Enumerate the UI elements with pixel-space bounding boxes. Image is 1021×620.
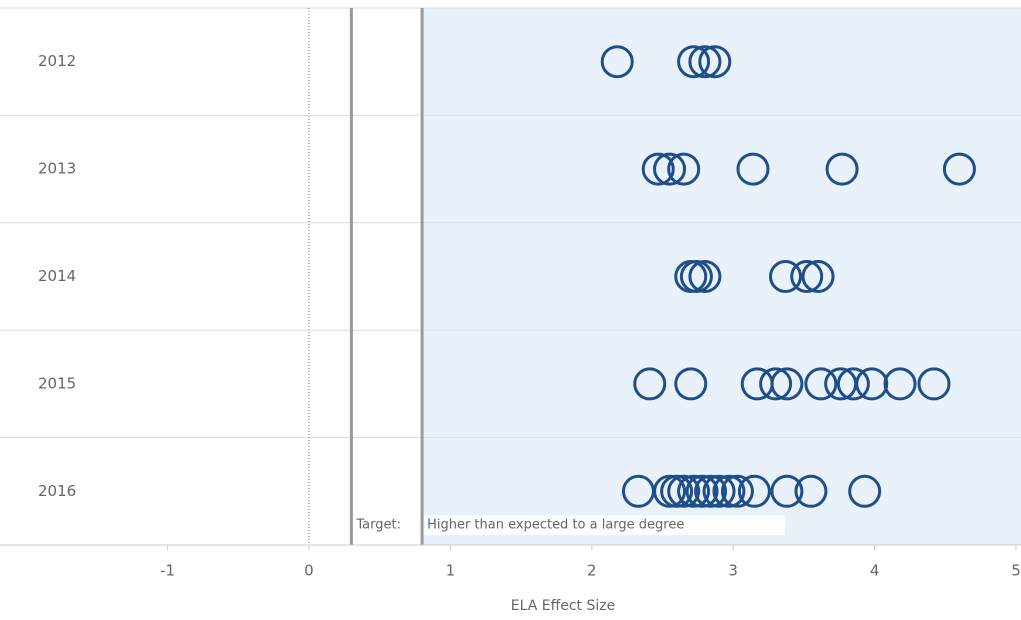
y-tick-label: 2012 [38, 52, 76, 70]
dot [855, 367, 889, 401]
dot [677, 45, 711, 79]
y-tick-label: 2016 [38, 482, 76, 500]
dot [600, 45, 634, 79]
dot [660, 474, 694, 508]
x-tick-label: 1 [446, 562, 456, 580]
plot-area: Target: Higher than expected to a large d… [0, 7, 1021, 580]
dot [633, 367, 667, 401]
x-tick-label: -1 [160, 562, 175, 580]
dot [653, 474, 687, 508]
dot [712, 474, 746, 508]
x-tick-label: 0 [304, 562, 314, 580]
dot [679, 260, 713, 293]
x-tick-label: 3 [728, 562, 738, 580]
dot [688, 260, 722, 293]
y-tick-label: 2014 [38, 267, 76, 285]
dot [667, 152, 701, 186]
reference-label-bg [425, 515, 786, 535]
dot [674, 367, 708, 401]
y-tick-label: 2015 [38, 374, 76, 392]
dot [685, 474, 719, 508]
dot [641, 152, 675, 186]
dot [790, 260, 824, 293]
reference-label-bg [354, 515, 425, 535]
dot [883, 367, 917, 401]
dot [702, 474, 736, 508]
x-tick-label: 5 [1011, 562, 1021, 580]
dot [917, 367, 951, 401]
dot [720, 474, 754, 508]
dot [794, 474, 828, 508]
reference-label: Target: [355, 518, 401, 533]
dot [667, 474, 701, 508]
dot [836, 367, 870, 401]
dot [688, 45, 722, 79]
shaded-region [422, 8, 1021, 545]
dot [677, 474, 711, 508]
dot [848, 474, 882, 508]
reference-label: Higher than expected to a large degree [427, 518, 684, 533]
x-axis-label: ELA Effect Size [511, 598, 615, 614]
x-tick-label: 4 [870, 562, 880, 580]
dot [759, 367, 793, 401]
dot [825, 152, 859, 186]
dot [736, 152, 770, 186]
dot [694, 474, 728, 508]
dot [698, 45, 732, 79]
y-tick-label: 2013 [38, 160, 76, 178]
dot [801, 260, 835, 293]
dot [653, 152, 687, 186]
dot [942, 152, 976, 186]
dot [770, 367, 804, 401]
dot [769, 260, 803, 293]
dot [770, 474, 804, 508]
dot [804, 367, 838, 401]
x-tick-label: 2 [587, 562, 597, 580]
dot [737, 474, 771, 508]
